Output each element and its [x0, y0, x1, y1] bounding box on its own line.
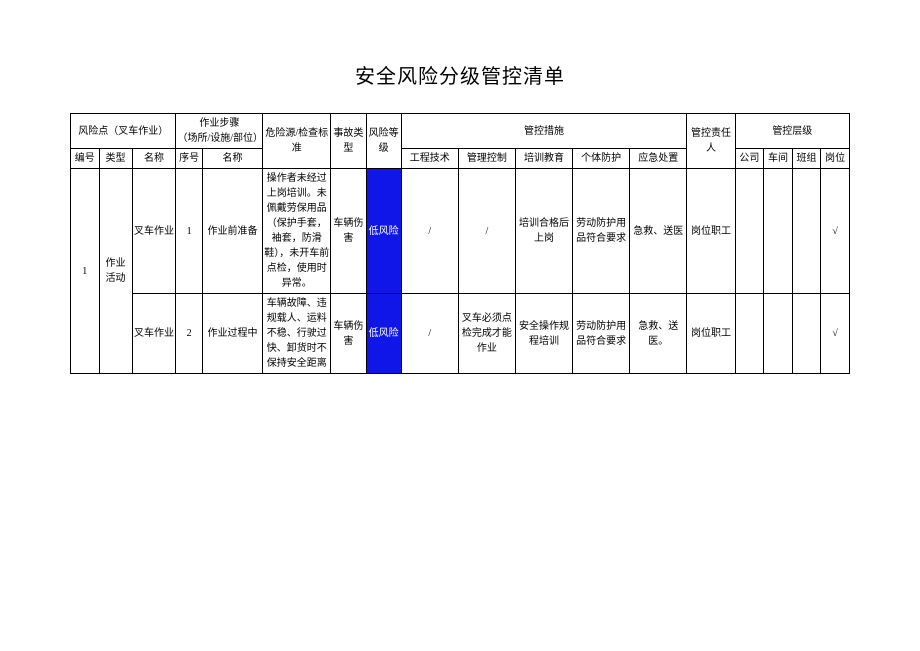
- cell-ppe: 劳动防护用品符合要求: [573, 169, 630, 294]
- cell-emerg: 急救、送医: [630, 169, 687, 294]
- cell-resp: 岗位职工: [687, 169, 735, 294]
- cell-step: 作业过程中: [202, 294, 262, 374]
- cell-risk: 低风险: [366, 294, 401, 374]
- hdr-measures: 管控措施: [401, 114, 687, 149]
- cell-no: 1: [71, 169, 100, 374]
- cell-company: [735, 294, 764, 374]
- cell-team: [792, 294, 821, 374]
- risk-table: 风险点（叉车作业） 作业步骤 （场所/设施/部位） 危险源/检查标准 事故类型 …: [70, 113, 850, 374]
- hdr-train: 培训教育: [515, 149, 572, 169]
- cell-type: 作业活动: [99, 169, 132, 374]
- hdr-name: 名称: [132, 149, 176, 169]
- cell-eng: /: [401, 169, 458, 294]
- cell-seq: 1: [176, 169, 202, 294]
- hdr-eng: 工程技术: [401, 149, 458, 169]
- cell-workshop: [764, 169, 793, 294]
- hdr-type: 类型: [99, 149, 132, 169]
- cell-seq: 2: [176, 294, 202, 374]
- cell-post: √: [821, 294, 850, 374]
- cell-hazard: 车辆故障、违规载人、运料不稳、行驶过快、卸货时不保持安全距离: [263, 294, 331, 374]
- cell-name: 叉车作业: [132, 169, 176, 294]
- cell-train: 安全操作规程培训: [515, 294, 572, 374]
- cell-company: [735, 169, 764, 294]
- page-title: 安全风险分级管控清单: [70, 60, 850, 89]
- hdr-accident: 事故类型: [331, 114, 366, 169]
- cell-eng: /: [401, 294, 458, 374]
- cell-team: [792, 169, 821, 294]
- hdr-no: 编号: [71, 149, 100, 169]
- cell-emerg: 急救、送医。: [630, 294, 687, 374]
- header-row-1: 风险点（叉车作业） 作业步骤 （场所/设施/部位） 危险源/检查标准 事故类型 …: [71, 114, 850, 149]
- hdr-emerg: 应急处置: [630, 149, 687, 169]
- cell-step: 作业前准备: [202, 169, 262, 294]
- hdr-workshop: 车间: [764, 149, 793, 169]
- cell-risk: 低风险: [366, 169, 401, 294]
- hdr-mgmt: 管理控制: [458, 149, 515, 169]
- hdr-post: 岗位: [821, 149, 850, 169]
- cell-name: 叉车作业: [132, 294, 176, 374]
- hdr-control-level: 管控层级: [735, 114, 849, 149]
- cell-hazard: 操作者未经过上岗培训。未佩戴劳保用品（保护手套，袖套，防滑鞋），未开车前点检，使…: [263, 169, 331, 294]
- hdr-risk-point: 风险点（叉车作业）: [71, 114, 176, 149]
- hdr-step-group: 作业步骤 （场所/设施/部位）: [176, 114, 263, 149]
- cell-train: 培训合格后上岗: [515, 169, 572, 294]
- hdr-step-name: 名称: [202, 149, 262, 169]
- cell-workshop: [764, 294, 793, 374]
- cell-accident: 车辆伤害: [331, 169, 366, 294]
- cell-ppe: 劳动防护用品符合要求: [573, 294, 630, 374]
- hdr-company: 公司: [735, 149, 764, 169]
- cell-mgmt: 叉车必须点检完成才能作业: [458, 294, 515, 374]
- cell-post: √: [821, 169, 850, 294]
- hdr-responsible: 管控责任人: [687, 114, 735, 169]
- cell-accident: 车辆伤害: [331, 294, 366, 374]
- hdr-ppe: 个体防护: [573, 149, 630, 169]
- hdr-hazard: 危险源/检查标准: [263, 114, 331, 169]
- hdr-seq: 序号: [176, 149, 202, 169]
- hdr-team: 班组: [792, 149, 821, 169]
- table-row: 叉车作业 2 作业过程中 车辆故障、违规载人、运料不稳、行驶过快、卸货时不保持安…: [71, 294, 850, 374]
- table-row: 1 作业活动 叉车作业 1 作业前准备 操作者未经过上岗培训。未佩戴劳保用品（保…: [71, 169, 850, 294]
- cell-resp: 岗位职工: [687, 294, 735, 374]
- hdr-risk-level: 风险等级: [366, 114, 401, 169]
- cell-mgmt: /: [458, 169, 515, 294]
